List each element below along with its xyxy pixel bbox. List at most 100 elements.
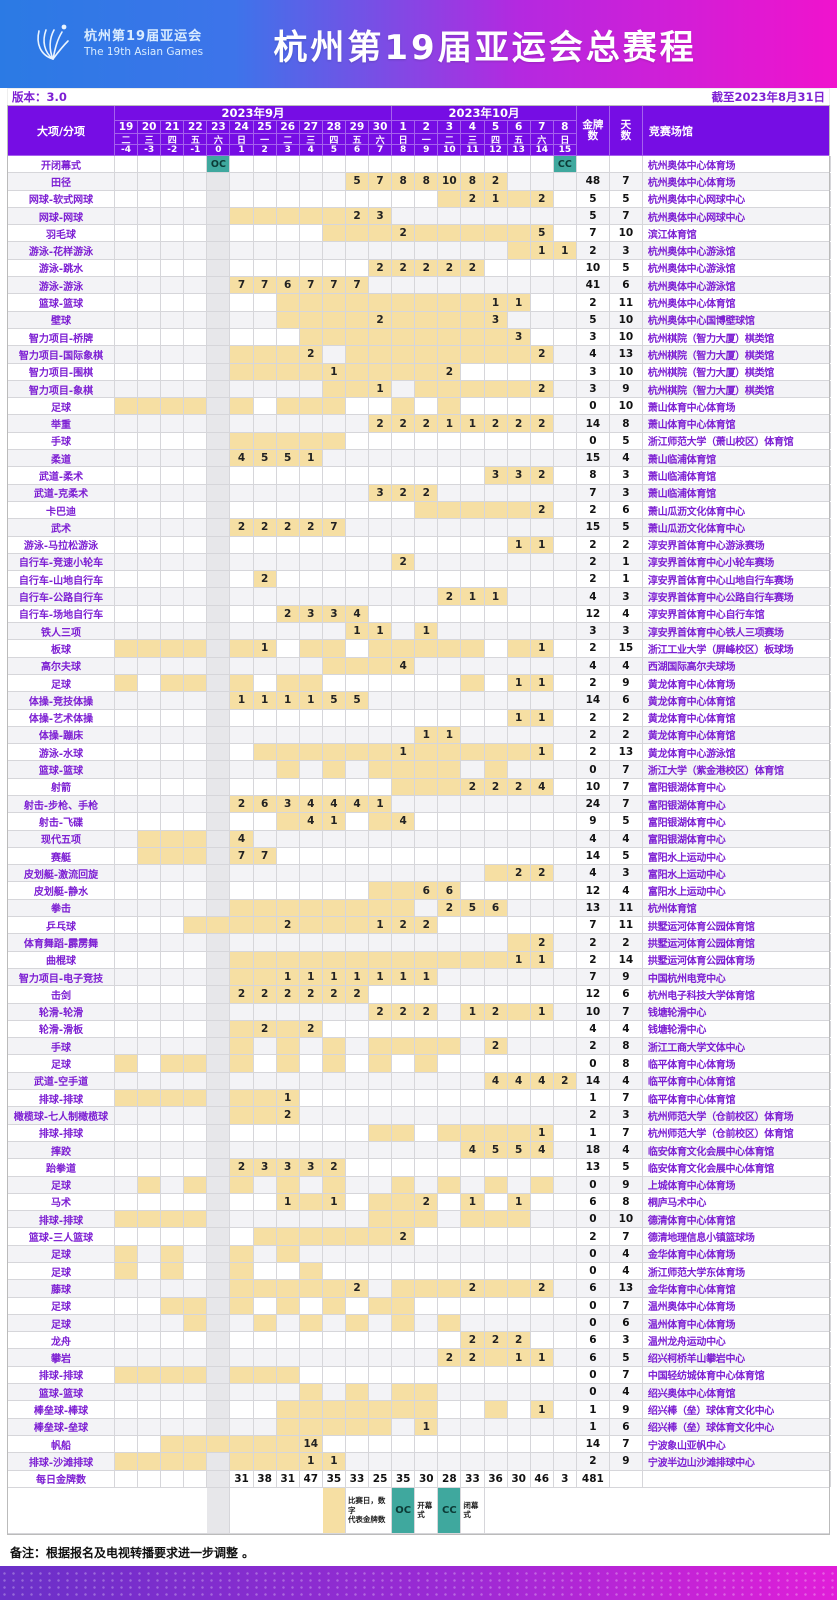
- day-cell: [138, 1314, 162, 1332]
- day-cell: [415, 156, 439, 173]
- gold-count-cell: 2: [507, 865, 531, 882]
- day-cell: [415, 1366, 439, 1384]
- day-cell: [485, 1297, 508, 1314]
- day-cell: [115, 1349, 139, 1366]
- day-cell: [438, 1280, 462, 1297]
- gold-total: 14: [577, 1072, 610, 1090]
- day-cell: [531, 623, 554, 640]
- day-cell: [531, 882, 554, 899]
- day-cell: [300, 865, 323, 882]
- day-cell: [254, 501, 277, 519]
- day-cell: [277, 1384, 300, 1401]
- day-cell: [322, 294, 346, 311]
- day-cell: [392, 1211, 416, 1228]
- day-cell: [115, 917, 139, 934]
- day-cell: [554, 553, 577, 571]
- gold-count-cell: 1: [530, 709, 554, 726]
- day-cell: [184, 571, 208, 588]
- header-date: 2: [415, 121, 439, 134]
- day-cell: [461, 225, 485, 242]
- day-cell: [322, 380, 346, 398]
- gold-total: 4: [577, 346, 610, 363]
- gold-total: 3: [577, 623, 610, 640]
- day-cell: [438, 847, 462, 865]
- day-cell: [276, 398, 300, 415]
- venue-name: 淳安界首体育中心公路自行车赛场: [643, 588, 831, 605]
- day-cell: [531, 899, 554, 917]
- day-cell: [392, 380, 416, 398]
- day-cell: [531, 795, 554, 813]
- day-cell: [254, 259, 277, 277]
- day-cell: [415, 242, 439, 259]
- day-cell: [485, 1159, 508, 1176]
- venue-name: 杭州奥体中心网球中心: [643, 207, 831, 225]
- day-cell: [484, 380, 508, 398]
- day-cell: [230, 917, 254, 934]
- day-cell: [392, 1141, 416, 1159]
- day-cell: [161, 744, 185, 761]
- gold-count-cell: 1: [322, 1453, 346, 1470]
- sport-name: 开闭幕式: [8, 156, 115, 173]
- day-cell: [184, 1453, 208, 1470]
- day-cell: [115, 380, 139, 398]
- gold-total: 12: [577, 986, 610, 1003]
- day-cell: [207, 623, 231, 640]
- gold-count-cell: 1: [299, 968, 323, 986]
- day-cell: [323, 830, 346, 847]
- day-cell: [554, 1245, 577, 1262]
- day-cell: [138, 328, 162, 346]
- day-cell: [415, 328, 439, 346]
- day-cell: [230, 415, 254, 432]
- sport-name: 足球: [8, 1055, 115, 1072]
- gold-count-cell: 2: [299, 986, 323, 1003]
- gold-count-cell: 2: [299, 519, 323, 536]
- day-cell: [161, 328, 185, 346]
- gold-count-cell: 3: [299, 1159, 323, 1176]
- day-cell: [369, 328, 393, 346]
- day-cell: [207, 467, 231, 484]
- day-cell: [392, 1418, 416, 1435]
- gold-count-cell: 5: [322, 692, 346, 709]
- day-cell: [531, 1055, 554, 1072]
- venue-name: 杭州棋院（智力大厦）棋类馆: [643, 363, 831, 380]
- day-cell: [323, 484, 346, 501]
- schedule-row: 棒垒球-棒球 1 1 9 绍兴棒（垒）球体育文化中心: [8, 1401, 831, 1419]
- day-cell: [508, 968, 531, 986]
- day-cell: [438, 1453, 462, 1470]
- day-cell: [507, 1211, 531, 1228]
- day-cell: [138, 484, 162, 501]
- day-cell: [300, 536, 323, 553]
- day-cell: [415, 571, 439, 588]
- gold-total: 7: [577, 484, 610, 501]
- day-cell: [323, 1211, 346, 1228]
- sport-name: 射击-飞碟: [8, 813, 115, 830]
- gold-count-cell: 2: [507, 415, 531, 432]
- day-cell: [230, 1418, 254, 1435]
- day-cell: [369, 899, 393, 917]
- day-cell: [438, 467, 462, 484]
- day-cell: [230, 1314, 254, 1332]
- day-cell: [369, 1090, 393, 1107]
- day-cell: [438, 761, 462, 778]
- day-cell: [277, 1349, 300, 1366]
- day-cell: [254, 311, 277, 328]
- day-cell: [161, 882, 185, 899]
- venue-name: 拱墅运河体育公园体育馆: [643, 917, 831, 934]
- day-cell: [461, 1107, 485, 1124]
- sport-name: 足球: [8, 1176, 115, 1193]
- gold-count-cell: 1: [322, 363, 346, 380]
- header-weekday: 一: [253, 134, 277, 145]
- day-cell: [461, 657, 485, 674]
- day-cell: [207, 795, 231, 813]
- gold-count-cell: 2: [369, 415, 393, 432]
- day-cell: [369, 1107, 393, 1124]
- day-cell: [207, 968, 231, 986]
- schedule-row: 自行车-公路自行车 2 1 1 4 3 淳安界首体育中心公路自行车赛场: [8, 588, 831, 606]
- schedule-row: 壁球 2 3 5 10 杭州奥体中心国博壁球馆: [8, 311, 831, 329]
- day-cell: [461, 623, 485, 640]
- schedule-row: 智力项目-围棋 1 2 3 10 杭州棋院（智力大厦）棋类馆: [8, 363, 831, 381]
- day-cell: [254, 726, 277, 744]
- gold-count-cell: 1: [507, 536, 531, 553]
- day-cell: [184, 242, 208, 259]
- venue-name: 拱墅运河体育公园体育馆: [643, 934, 831, 951]
